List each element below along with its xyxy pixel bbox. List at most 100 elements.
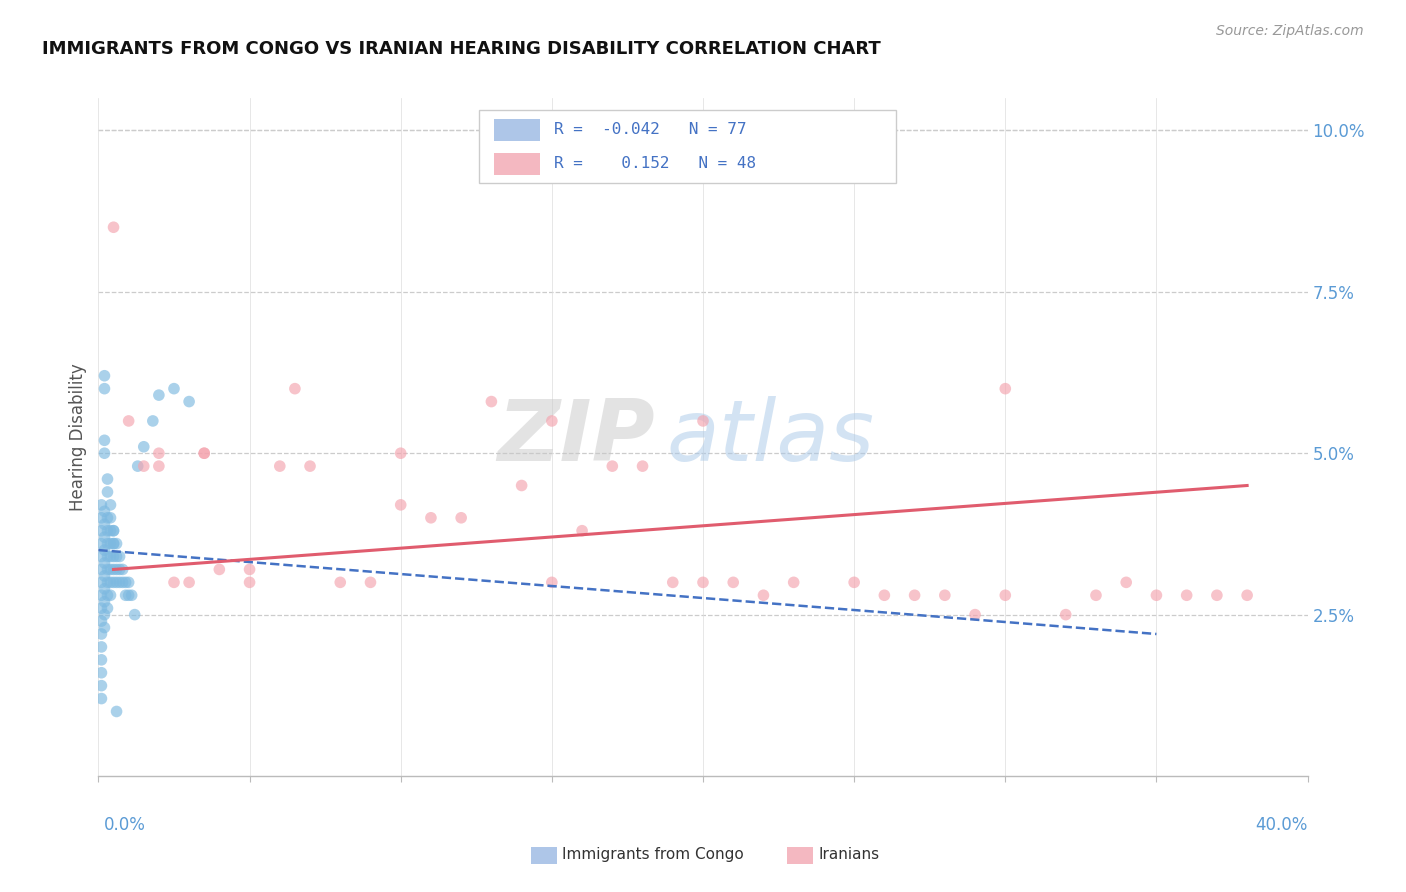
Text: Iranians: Iranians (818, 847, 879, 862)
Point (105, 575, 128, 590)
Point (132, 459, 155, 474)
Point (93, 569, 115, 583)
Point (90, 549, 112, 564)
Point (284, 382, 307, 396)
Point (389, 446, 412, 460)
Point (269, 459, 291, 474)
Point (90, 536, 112, 550)
Point (93, 543, 115, 558)
Point (100, 562, 122, 576)
Point (163, 382, 186, 396)
Point (103, 549, 125, 564)
Point (103, 220, 125, 235)
Point (93, 530, 115, 544)
Point (118, 414, 141, 428)
Bar (494, 120, 540, 141)
Point (934, 588, 956, 602)
Point (93, 556, 115, 570)
Point (90, 575, 112, 590)
Point (103, 524, 125, 538)
Point (100, 575, 122, 590)
Point (783, 575, 806, 590)
Text: 0.0%: 0.0% (104, 816, 146, 834)
Point (96, 524, 118, 538)
Point (389, 498, 412, 512)
Point (108, 562, 131, 576)
Point (114, 588, 136, 602)
Point (90, 562, 112, 576)
Point (90, 640, 112, 654)
Point (132, 440, 155, 454)
Point (111, 562, 134, 576)
Point (723, 575, 745, 590)
Text: R =  -0.042   N = 77: R = -0.042 N = 77 (554, 122, 747, 137)
Point (571, 524, 593, 538)
Point (100, 498, 122, 512)
Point (142, 414, 165, 428)
Point (450, 510, 472, 524)
Point (96, 575, 118, 590)
Point (239, 562, 262, 576)
Point (90, 691, 112, 706)
Point (90, 498, 112, 512)
Point (662, 575, 685, 590)
Point (93, 621, 115, 635)
Point (752, 588, 775, 602)
Point (1144, 588, 1167, 602)
Bar (494, 153, 540, 175)
Point (103, 575, 125, 590)
Point (692, 414, 714, 428)
Point (96, 601, 118, 615)
Point (90, 627, 112, 641)
Point (239, 575, 262, 590)
Point (163, 575, 186, 590)
Point (93, 368, 115, 383)
Point (105, 536, 128, 550)
Point (148, 388, 170, 402)
FancyBboxPatch shape (479, 110, 897, 183)
Point (96, 472, 118, 486)
Point (96, 588, 118, 602)
Point (481, 394, 503, 409)
Point (96, 549, 118, 564)
Point (1054, 607, 1077, 622)
Text: ZIP: ZIP (496, 395, 655, 479)
Text: R =    0.152   N = 48: R = 0.152 N = 48 (554, 156, 756, 171)
Point (90, 653, 112, 667)
Point (1115, 575, 1137, 590)
Point (108, 549, 131, 564)
Point (124, 607, 146, 622)
Y-axis label: Hearing Disability: Hearing Disability (69, 363, 87, 511)
Point (105, 562, 128, 576)
Point (100, 524, 122, 538)
Point (965, 607, 987, 622)
Point (93, 382, 115, 396)
Point (1175, 588, 1198, 602)
Point (208, 562, 231, 576)
Point (90, 588, 112, 602)
Point (105, 549, 128, 564)
Point (93, 446, 115, 460)
Point (148, 459, 170, 474)
Point (93, 607, 115, 622)
Point (96, 510, 118, 524)
Point (108, 575, 131, 590)
Point (994, 382, 1017, 396)
Point (100, 536, 122, 550)
Point (118, 575, 141, 590)
Point (1085, 588, 1108, 602)
Point (994, 588, 1017, 602)
Point (148, 446, 170, 460)
Point (90, 510, 112, 524)
Point (329, 575, 352, 590)
Text: IMMIGRANTS FROM CONGO VS IRANIAN HEARING DISABILITY CORRELATION CHART: IMMIGRANTS FROM CONGO VS IRANIAN HEARING… (42, 40, 882, 58)
Point (93, 434, 115, 448)
Point (100, 510, 122, 524)
Point (179, 575, 201, 590)
Text: Source: ZipAtlas.com: Source: ZipAtlas.com (1216, 24, 1364, 38)
Point (127, 459, 149, 474)
Point (631, 459, 654, 474)
Point (103, 536, 125, 550)
Point (105, 705, 128, 719)
Point (692, 575, 714, 590)
